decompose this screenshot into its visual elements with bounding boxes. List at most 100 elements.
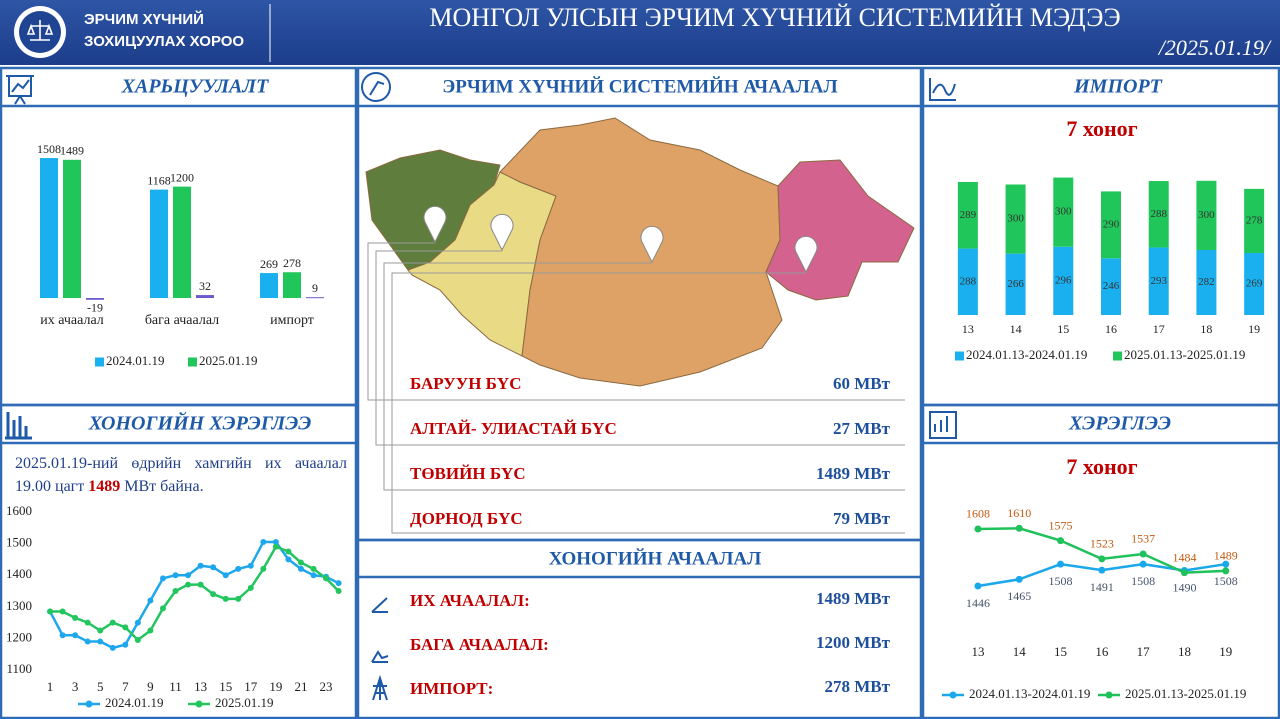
point bbox=[1180, 569, 1188, 577]
data-label: 282 bbox=[1198, 276, 1215, 288]
point bbox=[974, 582, 982, 590]
load-name: ИМПОРТ: bbox=[410, 679, 493, 698]
x-tick-label: 18 bbox=[1200, 322, 1212, 336]
connector bbox=[367, 242, 905, 401]
load-name: БАГА АЧААЛАЛ: bbox=[410, 635, 549, 654]
series-line bbox=[50, 545, 340, 642]
report-date: /2025.01.19/ bbox=[1157, 35, 1272, 60]
point bbox=[159, 605, 166, 612]
icon bbox=[6, 75, 34, 105]
bar bbox=[40, 158, 58, 299]
bar-segment bbox=[1005, 253, 1026, 315]
chart-subtitle: 7 хоног bbox=[1066, 454, 1137, 479]
x-tick-label: 17 bbox=[1153, 322, 1165, 336]
point bbox=[72, 614, 79, 621]
y-tick-label: 1200 bbox=[6, 629, 32, 644]
panel-icons bbox=[5, 72, 957, 701]
bar bbox=[150, 189, 168, 299]
point bbox=[134, 636, 141, 643]
region-name: ТӨВИЙН БҮС bbox=[410, 464, 526, 483]
x-tick-label: 3 bbox=[72, 679, 79, 694]
bar bbox=[63, 159, 81, 299]
icon bbox=[369, 80, 385, 96]
chart-subtitle: 7 хоног bbox=[1066, 116, 1137, 141]
y-tick-label: 1600 bbox=[6, 503, 32, 518]
data-label: 288 bbox=[960, 275, 977, 287]
data-label: 1610 bbox=[1007, 506, 1031, 520]
org-name: ЗОХИЦУУЛАХ ХОРОО bbox=[84, 33, 244, 50]
bar bbox=[306, 297, 324, 299]
data-label: -19 bbox=[87, 301, 103, 315]
page-title: МОНГОЛ УЛСЫН ЭРЧИМ ХҮЧНИЙ СИСТЕМИЙН МЭДЭ… bbox=[429, 3, 1120, 32]
bar-segment bbox=[1244, 252, 1265, 315]
data-label: 296 bbox=[1055, 274, 1072, 286]
data-label: 1508 bbox=[37, 142, 61, 156]
data-label: 1484 bbox=[1172, 550, 1196, 564]
icon bbox=[372, 674, 388, 701]
point bbox=[159, 575, 166, 582]
region-value: 79 МВт bbox=[833, 509, 891, 528]
x-tick-label: 9 bbox=[147, 679, 154, 694]
connectors bbox=[367, 242, 905, 534]
region-central bbox=[499, 117, 783, 387]
data-label: 1491 bbox=[1090, 580, 1114, 594]
bar-segment bbox=[1053, 177, 1074, 247]
x-tick-label: 17 bbox=[244, 679, 258, 694]
x-tick-label: 11 bbox=[169, 679, 182, 694]
point bbox=[197, 562, 204, 569]
data-label: 288 bbox=[1150, 208, 1167, 220]
point bbox=[335, 588, 342, 594]
point bbox=[172, 588, 179, 594]
data-label: 1168 bbox=[147, 173, 171, 187]
point bbox=[147, 627, 154, 634]
point bbox=[122, 641, 129, 648]
point bbox=[260, 565, 267, 572]
org-name: ЭРЧИМ ХҮЧНИЙ bbox=[84, 10, 204, 28]
bar-segment bbox=[957, 248, 978, 315]
data-label: 278 bbox=[1246, 214, 1263, 226]
bar-segment bbox=[1148, 181, 1169, 248]
note-text: 2025.01.19-ний өдрийн хамгийн их ачаалал… bbox=[15, 455, 347, 495]
legend-swatch bbox=[1105, 691, 1113, 699]
region-name: ДОРНОД БҮС bbox=[410, 509, 523, 528]
daily-note: 2025.01.19-ний өдрийн хамгийн их ачаалал… bbox=[15, 452, 347, 498]
map-pins bbox=[423, 205, 818, 274]
point bbox=[109, 619, 116, 626]
x-tick-label: 5 bbox=[97, 679, 104, 694]
legend-swatch bbox=[949, 691, 957, 699]
point bbox=[185, 572, 192, 579]
region-name: АЛТАЙ- УЛИАСТАЙ БҮС bbox=[410, 419, 617, 438]
note-highlight: 1489 bbox=[88, 478, 121, 495]
data-label: 278 bbox=[283, 256, 301, 270]
data-label: 1508 bbox=[1131, 574, 1155, 588]
connector bbox=[383, 262, 905, 491]
point bbox=[1098, 555, 1106, 563]
point bbox=[1057, 537, 1065, 545]
data-label: 1523 bbox=[1090, 537, 1114, 551]
data-label: 1489 bbox=[60, 144, 84, 158]
region-value: 60 МВт bbox=[833, 374, 891, 393]
data-label: 1446 bbox=[966, 596, 990, 610]
x-tick-label: 18 bbox=[1178, 644, 1191, 659]
x-tick-label: 21 bbox=[294, 679, 307, 694]
x-tick-label: 15 bbox=[219, 679, 232, 694]
data-label: 300 bbox=[1055, 206, 1072, 218]
legend-label: 2024.01.19 bbox=[105, 695, 164, 710]
legend-swatch bbox=[188, 357, 197, 367]
data-label: 293 bbox=[1150, 275, 1167, 287]
panel-title: ЭРЧИМ ХҮЧНИЙ СИСТЕМИЙН АЧААЛАЛ bbox=[442, 75, 837, 97]
panel bbox=[921, 403, 1280, 719]
legend-swatch bbox=[85, 700, 93, 708]
y-tick-label: 1100 bbox=[6, 661, 32, 676]
bar-segment bbox=[1244, 188, 1265, 253]
data-label: 266 bbox=[1007, 278, 1024, 290]
region-value: 1489 МВт bbox=[816, 464, 891, 483]
bar-segment bbox=[1196, 249, 1217, 315]
panel-frames bbox=[0, 66, 1280, 719]
data-label: 290 bbox=[1103, 218, 1120, 230]
point bbox=[285, 548, 292, 555]
data-label: 32 bbox=[199, 279, 211, 293]
panel bbox=[0, 403, 358, 719]
data-label: 9 bbox=[312, 281, 318, 295]
